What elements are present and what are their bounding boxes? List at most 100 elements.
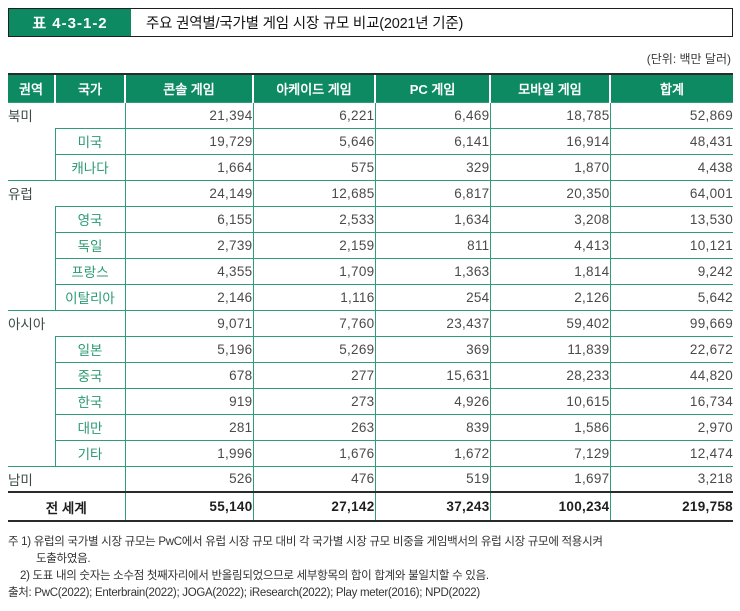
table-row-country: 한국 919 273 4,926 10,615 16,734 bbox=[8, 387, 733, 415]
table-row-country: 이탈리아 2,146 1,116 254 2,126 5,642 bbox=[8, 283, 733, 311]
table-row-country: 일본 5,196 5,269 369 11,839 22,672 bbox=[8, 335, 733, 363]
value-cell: 15,631 bbox=[374, 361, 491, 389]
value-cell: 9,071 bbox=[124, 309, 254, 337]
note-line-1-continued: 도출하였음. bbox=[36, 553, 91, 566]
value-cell: 6,469 bbox=[374, 101, 491, 129]
region-spacer-cell bbox=[8, 206, 55, 310]
unit-note: (단위: 백만 달러) bbox=[646, 52, 731, 66]
value-cell: 3,208 bbox=[489, 205, 611, 233]
value-cell: 4,438 bbox=[609, 153, 733, 181]
region-cell: 유럽 bbox=[8, 179, 126, 206]
column-header-total: 합계 bbox=[609, 73, 733, 103]
value-cell: 254 bbox=[374, 283, 491, 311]
column-header-country: 국가 bbox=[54, 73, 125, 103]
value-cell: 5,646 bbox=[252, 127, 376, 155]
table-row-country: 중국 678 277 15,631 28,233 44,820 bbox=[8, 361, 733, 389]
page-title: 주요 권역별/국가별 게임 시장 규모 비교(2021년 기준) bbox=[146, 16, 464, 32]
table-row-region: 남미 526 476 519 1,697 3,218 bbox=[8, 465, 733, 493]
value-cell: 919 bbox=[124, 387, 254, 415]
value-cell: 575 bbox=[252, 153, 376, 181]
value-cell: 1,870 bbox=[489, 153, 611, 181]
value-cell: 329 bbox=[374, 153, 491, 181]
value-cell: 18,785 bbox=[489, 101, 611, 129]
value-cell: 526 bbox=[124, 465, 254, 493]
table-title-bar: 표 4-3-1-2 주요 권역별/국가별 게임 시장 규모 비교(2021년 기… bbox=[8, 8, 733, 37]
value-cell: 6,221 bbox=[252, 101, 376, 129]
value-cell: 16,734 bbox=[609, 387, 733, 415]
table-row-region: 북미 21,394 6,221 6,469 18,785 52,869 bbox=[8, 101, 733, 129]
table-row-country: 미국 19,729 5,646 6,141 16,914 48,431 bbox=[8, 127, 733, 155]
note-line-1: 주 1) 유럽의 국가별 시장 규모는 PwC에서 유럽 시장 규모 대비 각 … bbox=[8, 536, 603, 548]
value-cell: 5,642 bbox=[609, 283, 733, 311]
value-cell: 7,129 bbox=[489, 439, 611, 467]
country-cell: 영국 bbox=[54, 205, 126, 233]
value-cell: 7,760 bbox=[252, 309, 376, 337]
source-line: 출처: PwC(2022); Enterbrain(2022); JOGA(20… bbox=[8, 587, 480, 600]
column-header-arcade: 아케이드 게임 bbox=[252, 73, 375, 103]
country-cell: 캐나다 bbox=[54, 153, 126, 181]
value-cell: 281 bbox=[124, 413, 254, 441]
value-cell: 10,121 bbox=[609, 231, 733, 259]
value-cell: 23,437 bbox=[374, 309, 491, 337]
value-cell: 811 bbox=[374, 231, 491, 259]
value-cell: 5,196 bbox=[124, 335, 254, 363]
value-cell: 12,474 bbox=[609, 439, 733, 467]
value-cell: 2,146 bbox=[124, 283, 254, 311]
footnotes: 주 1) 유럽의 국가별 시장 규모는 PwC에서 유럽 시장 규모 대비 각 … bbox=[8, 534, 733, 602]
column-header-region: 권역 bbox=[8, 73, 55, 103]
table-number-badge: 표 4-3-1-2 bbox=[9, 9, 131, 36]
region-spacer-cell bbox=[8, 128, 55, 180]
value-cell: 28,233 bbox=[489, 361, 611, 389]
value-cell: 22,672 bbox=[609, 335, 733, 363]
value-cell: 1,709 bbox=[252, 257, 376, 285]
value-cell: 11,839 bbox=[489, 335, 611, 363]
total-value-cell: 27,142 bbox=[252, 491, 376, 522]
value-cell: 277 bbox=[252, 361, 376, 389]
value-cell: 1,664 bbox=[124, 153, 254, 181]
table-row-region: 유럽 24,149 12,685 6,817 20,350 64,001 bbox=[8, 179, 733, 207]
value-cell: 6,817 bbox=[374, 179, 491, 207]
total-value-cell: 55,140 bbox=[124, 491, 254, 522]
value-cell: 12,685 bbox=[252, 179, 376, 207]
value-cell: 19,729 bbox=[124, 127, 254, 155]
column-header-pc: PC 게임 bbox=[374, 73, 490, 103]
header-row: 권역 국가 콘솔 게임 아케이드 게임 PC 게임 모바일 게임 합계 bbox=[8, 73, 733, 103]
table-row-country: 기타 1,996 1,676 1,672 7,129 12,474 bbox=[8, 439, 733, 467]
value-cell: 2,970 bbox=[609, 413, 733, 441]
value-cell: 678 bbox=[124, 361, 254, 389]
value-cell: 3,218 bbox=[609, 465, 733, 493]
value-cell: 1,672 bbox=[374, 439, 491, 467]
total-value-cell: 219,758 bbox=[609, 491, 733, 522]
region-cell: 아시아 bbox=[8, 309, 126, 336]
table-row-country: 영국 6,155 2,533 1,634 3,208 13,530 bbox=[8, 205, 733, 233]
value-cell: 9,242 bbox=[609, 257, 733, 285]
value-cell: 64,001 bbox=[609, 179, 733, 207]
value-cell: 21,394 bbox=[124, 101, 254, 129]
value-cell: 519 bbox=[374, 465, 491, 493]
value-cell: 52,869 bbox=[609, 101, 733, 129]
country-cell: 일본 bbox=[54, 335, 126, 363]
value-cell: 263 bbox=[252, 413, 376, 441]
value-cell: 4,413 bbox=[489, 231, 611, 259]
value-cell: 273 bbox=[252, 387, 376, 415]
table-row-country: 프랑스 4,355 1,709 1,363 1,814 9,242 bbox=[8, 257, 733, 285]
table-row-region: 아시아 9,071 7,760 23,437 59,402 99,669 bbox=[8, 309, 733, 337]
value-cell: 5,269 bbox=[252, 335, 376, 363]
region-spacer-cell bbox=[8, 336, 55, 466]
value-cell: 1,116 bbox=[252, 283, 376, 311]
country-cell: 미국 bbox=[54, 127, 126, 155]
country-cell: 한국 bbox=[54, 387, 126, 415]
table-row-total: 전 세계 55,140 27,142 37,243 100,234 219,75… bbox=[8, 491, 733, 522]
value-cell: 1,814 bbox=[489, 257, 611, 285]
value-cell: 10,615 bbox=[489, 387, 611, 415]
column-header-mobile: 모바일 게임 bbox=[489, 73, 610, 103]
table-row-country: 캐나다 1,664 575 329 1,870 4,438 bbox=[8, 153, 733, 181]
region-cell: 북미 bbox=[8, 101, 126, 128]
value-cell: 1,363 bbox=[374, 257, 491, 285]
value-cell: 2,533 bbox=[252, 205, 376, 233]
value-cell: 99,669 bbox=[609, 309, 733, 337]
value-cell: 2,739 bbox=[124, 231, 254, 259]
table-row-country: 독일 2,739 2,159 811 4,413 10,121 bbox=[8, 231, 733, 259]
market-size-table: 권역 국가 콘솔 게임 아케이드 게임 PC 게임 모바일 게임 합계 북미 2… bbox=[8, 73, 733, 522]
